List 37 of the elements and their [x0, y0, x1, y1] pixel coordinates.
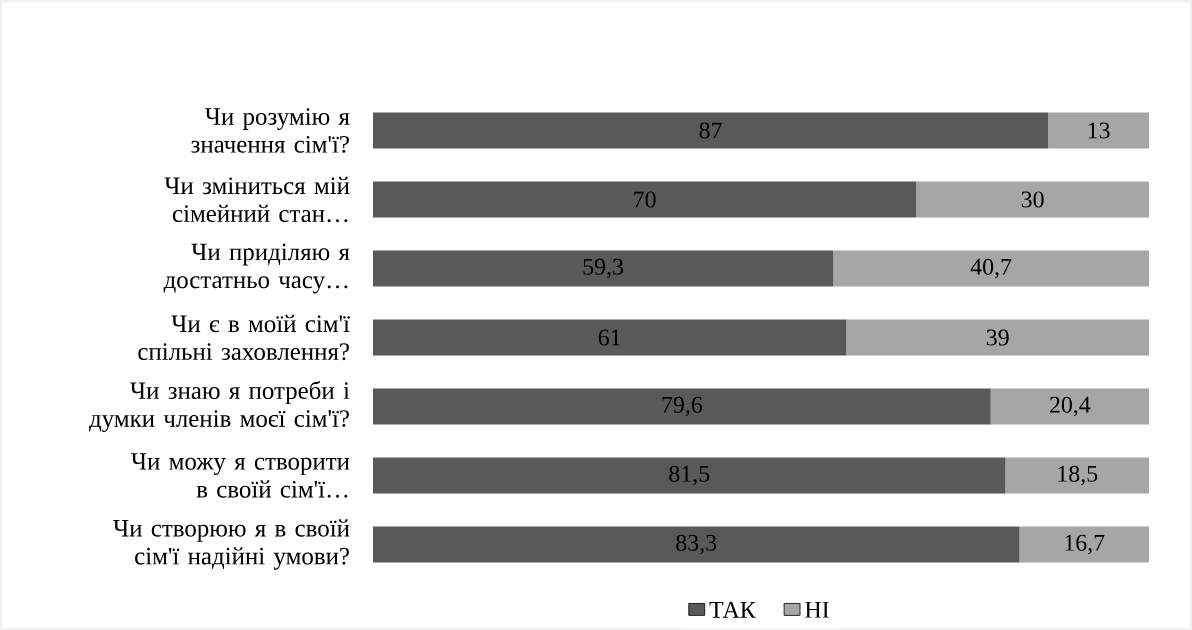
bar — [990, 388, 1150, 425]
bar — [1019, 526, 1150, 563]
data-label: 83,3 — [676, 534, 717, 555]
bar — [846, 319, 1150, 356]
data-label: 59,3 — [583, 258, 624, 279]
data-label: 39 — [986, 329, 1009, 346]
bar — [1048, 112, 1150, 149]
data-label: 61 — [598, 329, 621, 346]
bar — [1005, 457, 1150, 494]
data-label: 30 — [1021, 191, 1044, 208]
bar — [373, 457, 1006, 494]
y-tick-label: Чи можу я створити в своїй сім'ї… — [131, 453, 350, 498]
bar — [833, 250, 1150, 287]
y-tick-label: Чи створюю я в своїй сім'ї надійні умови? — [113, 519, 350, 570]
legend-label: ТАК — [709, 601, 756, 618]
data-label: 81,5 — [669, 465, 710, 486]
data-label: 87 — [699, 122, 722, 139]
bar — [373, 388, 991, 425]
y-tick-label: Чи знаю я потреби і думки членів моєї сім'ї? — [89, 380, 350, 433]
bar — [373, 112, 1049, 149]
y-tick-label: Чи розумію я значення сім'ї? — [191, 108, 350, 153]
y-tick-label: Чи приділяю я достатньо часу… — [163, 243, 350, 294]
bar — [916, 181, 1150, 218]
data-label: 40,7 — [970, 258, 1012, 279]
data-label: 79,6 — [662, 396, 703, 417]
legend-label: НІ — [805, 601, 829, 618]
bar — [373, 250, 834, 287]
y-tick-label: Чи зміниться мій сімейний стан… — [164, 176, 350, 223]
data-label: 13 — [1088, 122, 1110, 139]
bar — [373, 319, 847, 356]
data-label: 16,7 — [1065, 534, 1105, 555]
data-label: 70 — [634, 191, 656, 208]
data-label: 20,4 — [1050, 396, 1091, 417]
bar — [373, 526, 1020, 563]
data-label: 18,5 — [1058, 465, 1098, 486]
bar — [373, 181, 917, 218]
y-tick-label: Чи є в моїй сім'ї спільні заховлення? — [138, 314, 350, 361]
